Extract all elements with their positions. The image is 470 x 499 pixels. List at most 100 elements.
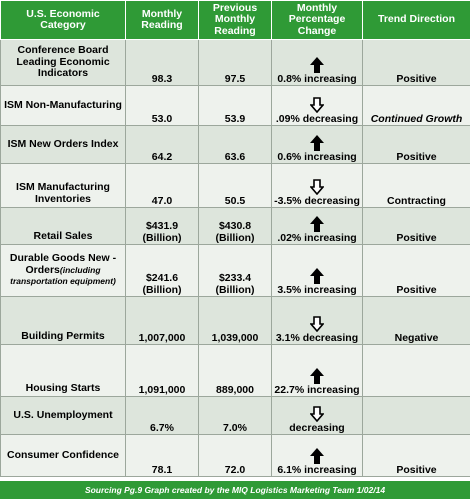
up-arrow-icon xyxy=(310,267,324,284)
category-note: (including transportation equipment) xyxy=(10,264,116,287)
cell-category: Building Permits xyxy=(0,296,126,345)
change-text: .09% decreasing xyxy=(275,112,359,125)
category-label: ISM Manufacturing Inventories xyxy=(16,181,110,205)
category-label: U.S. Unemployment xyxy=(13,408,113,421)
cell-percentage-change: 3.5% increasing xyxy=(271,244,363,297)
cell-previous-reading: $430.8 (Billion) xyxy=(198,207,272,245)
table-row: ISM New Orders Index 64.2 63.6 0.6% increas… xyxy=(0,125,470,164)
cell-category: Conference Board Leading Economic Indica… xyxy=(0,39,126,86)
down-arrow-icon xyxy=(309,96,325,113)
footer-credit: Sourcing Pg.9 Graph created by the MIQ L… xyxy=(0,481,470,499)
up-arrow-icon xyxy=(310,134,324,151)
up-arrow-icon xyxy=(310,447,324,464)
cell-monthly-reading: 6.7% xyxy=(125,396,199,435)
table-row: Consumer Confidence 78.1 72.0 6.1% increasi… xyxy=(0,434,470,477)
table-header-row: U.S. Economic Category Monthly Reading P… xyxy=(0,0,470,40)
cell-monthly-reading: 1,091,000 xyxy=(125,344,199,397)
cell-monthly-reading: 1,007,000 xyxy=(125,296,199,345)
cell-monthly-reading: 98.3 xyxy=(125,39,199,86)
cell-percentage-change: .02% increasing xyxy=(271,207,363,245)
cell-trend-direction: Negative xyxy=(362,296,470,345)
table-row: ISM Manufacturing Inventories 47.0 50.5 -3.… xyxy=(0,163,470,208)
cell-monthly-reading: 78.1 xyxy=(125,434,199,477)
table-row: Housing Starts 1,091,000 889,000 22.7% incr… xyxy=(0,344,470,397)
table-row: Retail Sales $431.9 (Billion) $430.8 (Bill… xyxy=(0,207,470,245)
header-previous-reading: Previous Monthly Reading xyxy=(198,0,272,40)
change-text: 0.6% increasing xyxy=(277,150,357,163)
up-arrow-icon xyxy=(310,215,324,232)
cell-category: Durable Goods New -Orders(including tran… xyxy=(0,244,126,297)
category-label: ISM Non-Manufacturing xyxy=(4,98,122,111)
down-arrow-icon xyxy=(309,315,325,332)
cell-trend-direction: Positive xyxy=(362,244,470,297)
change-text: 3.1% decreasing xyxy=(275,331,359,344)
table-row: Building Permits 1,007,000 1,039,000 3.1% d… xyxy=(0,296,470,345)
up-arrow-icon xyxy=(310,367,324,384)
table-row: Durable Goods New -Orders(including tran… xyxy=(0,244,470,297)
cell-trend-direction xyxy=(362,344,470,397)
header-percentage-change: Monthly Percentage Change xyxy=(271,0,363,40)
cell-monthly-reading: 53.0 xyxy=(125,85,199,126)
category-label: Building Permits xyxy=(21,329,105,342)
cell-percentage-change: 0.8% increasing xyxy=(271,39,363,86)
cell-previous-reading: 53.9 xyxy=(198,85,272,126)
change-text: decreasing xyxy=(289,421,345,434)
cell-monthly-reading: $241.6 (Billion) xyxy=(125,244,199,297)
change-text: 22.7% increasing xyxy=(274,383,360,396)
cell-previous-reading: 1,039,000 xyxy=(198,296,272,345)
cell-percentage-change: 3.1% decreasing xyxy=(271,296,363,345)
cell-trend-direction: Positive xyxy=(362,434,470,477)
cell-percentage-change: 22.7% increasing xyxy=(271,344,363,397)
cell-category: Housing Starts xyxy=(0,344,126,397)
change-text: 6.1% increasing xyxy=(277,463,357,476)
cell-previous-reading: $233.4 (Billion) xyxy=(198,244,272,297)
cell-category: Consumer Confidence xyxy=(0,434,126,477)
change-text: 0.8% increasing xyxy=(277,72,357,85)
change-text: -3.5% decreasing xyxy=(274,194,360,207)
table-row: U.S. Unemployment 6.7% 7.0% decreasing xyxy=(0,396,470,435)
cell-previous-reading: 63.6 xyxy=(198,125,272,164)
cell-previous-reading: 7.0% xyxy=(198,396,272,435)
cell-previous-reading: 72.0 xyxy=(198,434,272,477)
category-label: ISM New Orders Index xyxy=(7,137,119,150)
cell-category: ISM New Orders Index xyxy=(0,125,126,164)
cell-category: ISM Non-Manufacturing xyxy=(0,85,126,126)
cell-monthly-reading: 64.2 xyxy=(125,125,199,164)
cell-trend-direction: Positive xyxy=(362,39,470,86)
down-arrow-icon xyxy=(309,178,325,195)
header-category: U.S. Economic Category xyxy=(0,0,126,40)
cell-category: Retail Sales xyxy=(0,207,126,245)
cell-monthly-reading: 47.0 xyxy=(125,163,199,208)
cell-category: U.S. Unemployment xyxy=(0,396,126,435)
category-label: Conference Board Leading Economic Indica… xyxy=(16,44,110,80)
cell-percentage-change: .09% decreasing xyxy=(271,85,363,126)
cell-trend-direction: Continued Growth xyxy=(362,85,470,126)
cell-category: ISM Manufacturing Inventories xyxy=(0,163,126,208)
cell-trend-direction xyxy=(362,396,470,435)
cell-trend-direction: Positive xyxy=(362,207,470,245)
cell-trend-direction: Positive xyxy=(362,125,470,164)
cell-trend-direction: Contracting xyxy=(362,163,470,208)
category-label: Durable Goods New -Orders xyxy=(9,252,117,276)
down-arrow-icon xyxy=(309,405,325,422)
header-trend-direction: Trend Direction xyxy=(362,0,470,40)
category-label: Retail Sales xyxy=(33,229,93,242)
cell-percentage-change: decreasing xyxy=(271,396,363,435)
cell-previous-reading: 97.5 xyxy=(198,39,272,86)
category-label: Consumer Confidence xyxy=(6,448,119,461)
header-monthly-reading: Monthly Reading xyxy=(125,0,199,40)
economic-indicators-table: U.S. Economic Category Monthly Reading P… xyxy=(0,0,470,477)
cell-monthly-reading: $431.9 (Billion) xyxy=(125,207,199,245)
up-arrow-icon xyxy=(310,56,324,73)
change-text: 3.5% increasing xyxy=(277,283,357,296)
cell-percentage-change: 0.6% increasing xyxy=(271,125,363,164)
cell-previous-reading: 889,000 xyxy=(198,344,272,397)
table-row: ISM Non-Manufacturing 53.0 53.9.09% decrea… xyxy=(0,85,470,126)
category-label: Housing Starts xyxy=(25,381,101,394)
table-row: Conference Board Leading Economic Indica… xyxy=(0,39,470,86)
change-text: .02% increasing xyxy=(277,231,357,244)
cell-percentage-change: -3.5% decreasing xyxy=(271,163,363,208)
cell-percentage-change: 6.1% increasing xyxy=(271,434,363,477)
cell-previous-reading: 50.5 xyxy=(198,163,272,208)
